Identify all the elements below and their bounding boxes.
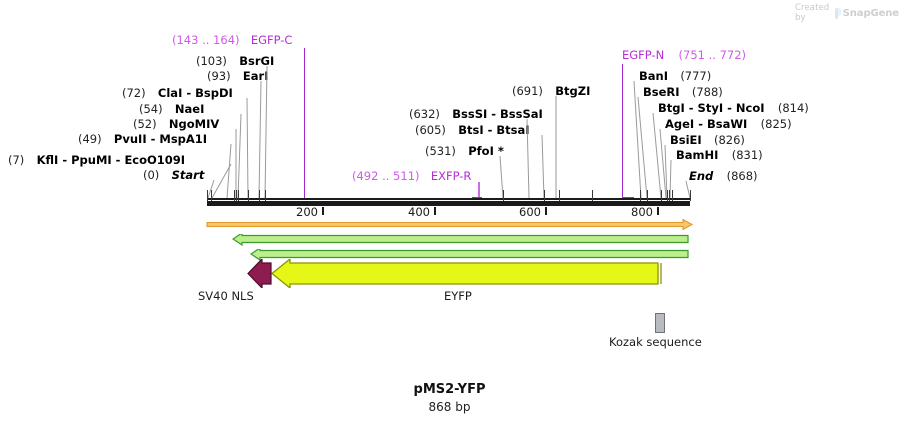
watermark-brand: SnapGene bbox=[842, 7, 899, 19]
enzyme-label-clai-bspdi[interactable]: (72) ClaI - BspDI bbox=[122, 86, 233, 100]
label-name: NgoMIV bbox=[168, 117, 220, 131]
label-name: AgeI - BsaWI bbox=[665, 117, 748, 131]
label-name: PvuII - MspA1I bbox=[113, 132, 208, 146]
snapgene-logo-icon bbox=[835, 7, 841, 19]
enzyme-label-bsrgi[interactable]: (103) BsrGI bbox=[196, 54, 275, 68]
label-name: End bbox=[689, 169, 714, 183]
sequence-ruler-line bbox=[207, 198, 690, 206]
label-position: (691) bbox=[512, 84, 543, 98]
label-name: BsiEI bbox=[670, 133, 702, 147]
enzyme-label-btsi-btsai[interactable]: (605) BtsI - BtsaI bbox=[415, 123, 530, 137]
egfp-c-marker-line bbox=[304, 48, 306, 200]
label-position: (143 .. 164) bbox=[172, 33, 240, 47]
feature-track-green-2[interactable] bbox=[250, 249, 694, 261]
label-name: KflI - PpuMI - EcoO109I bbox=[36, 153, 186, 167]
label-name: BsrGI bbox=[239, 54, 275, 68]
label-position: (632) bbox=[409, 107, 440, 121]
ruler-tick-label: 200 bbox=[296, 205, 318, 219]
ruler-tick-label: 400 bbox=[408, 205, 430, 219]
enzyme-label-bsiei[interactable]: BsiEI (826) bbox=[670, 133, 745, 147]
ruler-tick-label: 600 bbox=[519, 205, 541, 219]
label-position: (0) bbox=[143, 168, 160, 182]
feature-label-end[interactable]: End (868) bbox=[689, 169, 758, 183]
label-name: Start bbox=[171, 168, 205, 182]
label-name: BtsI - BtsaI bbox=[458, 123, 530, 137]
label-name: EXFP-R bbox=[430, 169, 472, 183]
egfp-n-marker-line bbox=[622, 64, 624, 199]
label-position: (814) bbox=[777, 101, 809, 115]
feature-label-eyfp[interactable]: EYFP bbox=[444, 289, 472, 303]
enzyme-label-bani[interactable]: BanI (777) bbox=[639, 69, 712, 83]
label-name: BtgZI bbox=[555, 84, 591, 98]
feature-label-sv40-nls[interactable]: SV40 NLS bbox=[198, 289, 254, 303]
label-position: (103) bbox=[196, 54, 227, 68]
label-position: (54) bbox=[139, 102, 163, 116]
label-position: (93) bbox=[207, 69, 231, 83]
label-position: (492 .. 511) bbox=[352, 169, 420, 183]
enzyme-label-pvuii-mspa1i[interactable]: (49) PvuII - MspA1I bbox=[78, 132, 208, 146]
plasmid-length: 868 bp bbox=[428, 400, 471, 414]
label-position: (788) bbox=[691, 85, 723, 99]
label-name: ClaI - BspDI bbox=[157, 86, 233, 100]
label-position: (751 .. 772) bbox=[678, 48, 747, 62]
label-name: NaeI bbox=[174, 102, 205, 116]
enzyme-label-bamhi[interactable]: BamHI (831) bbox=[676, 148, 763, 162]
enzyme-label-kfli-ppumi-ecoo109i[interactable]: (7) KflI - PpuMI - EcoO109I bbox=[8, 153, 186, 167]
feature-label-start[interactable]: (0) Start bbox=[143, 168, 205, 182]
enzyme-label-bseri[interactable]: BseRI (788) bbox=[643, 85, 723, 99]
feature-eyfp-arrow[interactable] bbox=[270, 259, 665, 288]
feature-sv40-nls-arrow[interactable] bbox=[245, 259, 277, 288]
label-position: (49) bbox=[78, 132, 102, 146]
label-position: (605) bbox=[415, 123, 446, 137]
label-name: BseRI bbox=[643, 85, 680, 99]
enzyme-label-eari[interactable]: (93) EarI bbox=[207, 69, 269, 83]
label-name: EGFP-C bbox=[250, 33, 293, 47]
label-name: EGFP-N bbox=[622, 48, 665, 62]
label-position: (831) bbox=[731, 148, 763, 162]
enzyme-label-agei-bsawi[interactable]: AgeI - BsaWI (825) bbox=[665, 117, 792, 131]
feature-label-exfp-r[interactable]: (492 .. 511) EXFP-R bbox=[352, 169, 472, 183]
plasmid-name: pMS2-YFP bbox=[413, 382, 486, 397]
label-position: (777) bbox=[680, 69, 712, 83]
label-name: EarI bbox=[242, 69, 269, 83]
label-name: BtgI - StyI - NcoI bbox=[658, 101, 765, 115]
feature-label-kozak[interactable]: Kozak sequence bbox=[609, 335, 702, 349]
feature-label-egfp-n[interactable]: EGFP-N (751 .. 772) bbox=[622, 48, 747, 62]
enzyme-label-btgzi[interactable]: (691) BtgZI bbox=[512, 84, 591, 98]
enzyme-label-bsssi-bsssai[interactable]: (632) BssSI - BssSaI bbox=[409, 107, 543, 121]
label-name: BamHI bbox=[676, 148, 719, 162]
label-position: (531) bbox=[425, 144, 456, 158]
ruler-tick-label: 800 bbox=[631, 205, 653, 219]
enzyme-label-btgi-styi-ncoi[interactable]: BtgI - StyI - NcoI (814) bbox=[658, 101, 809, 115]
label-position: (7) bbox=[8, 153, 25, 167]
enzyme-label-naei[interactable]: (54) NaeI bbox=[139, 102, 205, 116]
snapgene-watermark: Created by SnapGene bbox=[795, 3, 899, 23]
feature-track-green-1[interactable] bbox=[232, 234, 694, 246]
label-name: BssSI - BssSaI bbox=[452, 107, 543, 121]
label-name: PfoI * bbox=[468, 144, 504, 158]
label-position: (826) bbox=[714, 133, 745, 147]
feature-kozak-marker[interactable] bbox=[655, 313, 665, 333]
feature-label-egfp-c[interactable]: (143 .. 164) EGFP-C bbox=[172, 33, 293, 47]
feature-track-orange[interactable] bbox=[205, 219, 695, 232]
enzyme-label-pfoi[interactable]: (531) PfoI * bbox=[425, 144, 504, 158]
label-position: (868) bbox=[726, 169, 758, 183]
label-position: (825) bbox=[760, 117, 792, 131]
label-position: (52) bbox=[133, 117, 157, 131]
label-position: (72) bbox=[122, 86, 146, 100]
label-name: BanI bbox=[639, 69, 668, 83]
watermark-prefix: Created by bbox=[795, 3, 830, 23]
enzyme-label-ngomiv[interactable]: (52) NgoMIV bbox=[133, 117, 220, 131]
leader-lines bbox=[207, 65, 691, 199]
